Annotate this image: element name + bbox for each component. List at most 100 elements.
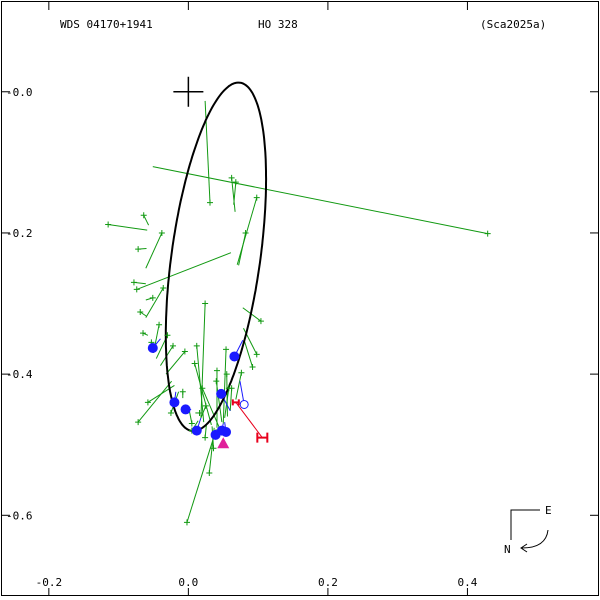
visual-observation-marker <box>238 369 245 376</box>
visual-observation-marker <box>156 321 163 328</box>
visual-observation-marker <box>257 318 264 325</box>
compass-north-label: N <box>504 543 511 556</box>
visual-observation-marker <box>484 230 491 237</box>
visual-observation-marker <box>202 434 209 441</box>
visual-residual-line <box>108 223 148 231</box>
visual-observation-marker <box>253 194 260 201</box>
primary-star-cross <box>173 76 204 107</box>
visual-residual-line <box>224 388 230 418</box>
visual-residual-line <box>243 340 254 368</box>
open-circle-observation-marker <box>239 399 249 409</box>
visual-observation-marker <box>160 285 167 291</box>
visual-observation-marker <box>232 179 239 186</box>
visual-residual-line <box>226 374 228 417</box>
visual-residual-line <box>235 372 242 400</box>
visual-residual-line <box>136 252 232 290</box>
compass-arrow-head <box>520 543 528 553</box>
speckle-observation-marker <box>229 351 240 362</box>
x-tick-label: 0.0 <box>178 576 198 589</box>
visual-observation-marker <box>149 294 156 301</box>
predicted-position-marker <box>217 437 230 449</box>
visual-observation-marker <box>191 360 198 367</box>
speckle-observation-marker <box>216 388 227 399</box>
visual-residual-line <box>186 429 217 523</box>
visual-observation-marker <box>181 348 188 355</box>
visual-observation-marker <box>130 279 137 286</box>
visual-observation-marker <box>228 174 235 181</box>
visual-observation-marker <box>135 246 142 253</box>
visual-residual-line <box>231 177 236 212</box>
visual-residual-line <box>137 380 173 423</box>
visual-residual-line <box>139 311 147 317</box>
visual-residual-line <box>145 287 164 318</box>
hipparcos-marker <box>256 432 269 443</box>
visual-residual-line <box>143 215 150 226</box>
header-wds-id: WDS 04170+1941 <box>60 18 153 31</box>
visual-observation-marker <box>249 364 256 371</box>
hipparcos-residual-line <box>235 402 263 438</box>
visual-observation-marker <box>253 351 260 358</box>
speckle-observation-marker <box>191 425 202 436</box>
residual-lines <box>108 100 488 523</box>
visual-observation-marker <box>140 330 147 337</box>
visual-residual-line <box>152 166 488 235</box>
visual-residual-line <box>200 303 206 418</box>
visual-observation-marker <box>170 342 177 349</box>
speckle-observation-marker <box>169 397 180 408</box>
visual-residual-line <box>243 328 258 355</box>
visual-residual-line <box>194 363 212 426</box>
visual-residual-line <box>196 345 205 423</box>
visual-residual-line <box>242 307 262 322</box>
y-tick-label: -0.2 <box>6 227 33 240</box>
visual-observation-marker <box>196 409 203 416</box>
visual-residual-line <box>222 349 227 424</box>
x-tick-label: 0.4 <box>458 576 478 589</box>
visual-observation-marker <box>164 332 171 339</box>
compass-axes <box>510 509 540 540</box>
visual-observation-marker <box>199 385 206 392</box>
visual-observation-marker <box>179 388 186 395</box>
visual-observation-marker <box>188 420 195 427</box>
visual-residual-line <box>236 197 258 265</box>
compass: E N <box>504 504 552 556</box>
visual-observation-marker <box>135 419 142 426</box>
hipparcos-computed-marker <box>231 399 240 406</box>
visual-residual-line <box>201 388 220 428</box>
visual-observation-marker <box>105 221 112 228</box>
visual-observation-marker <box>137 309 144 315</box>
visual-residual-line <box>165 351 186 375</box>
visual-residual-line <box>229 388 233 411</box>
header-discoverer: HO 328 <box>258 18 298 31</box>
visual-observation-marker <box>144 399 151 406</box>
visual-observation-marker <box>242 229 249 236</box>
axis-tick-labels: -0.2 0.0 0.2 0.4 -0.0 -0.2 -0.4 -0.6 <box>6 86 478 589</box>
speckle-observation-marker <box>180 404 191 415</box>
y-tick-label: -0.0 <box>6 86 33 99</box>
visual-observation-marker <box>158 229 165 236</box>
visual-observation-marker <box>202 300 209 307</box>
visual-observation-marker <box>213 367 220 374</box>
visual-residual-line <box>200 405 207 419</box>
x-tick-label: -0.2 <box>36 576 63 589</box>
visual-observation-marker <box>206 469 213 476</box>
visual-observation-marker <box>133 286 140 293</box>
speckle-observation-marker <box>221 427 232 437</box>
visual-observation-marker <box>210 445 217 452</box>
visual-observation-marker <box>202 402 209 409</box>
visual-observation-marker <box>167 409 174 416</box>
y-tick-label: -0.4 <box>6 368 33 381</box>
visual-observation-marker <box>183 519 190 526</box>
visual-observation-marker <box>223 346 230 353</box>
visual-observation-marker <box>223 371 230 378</box>
compass-east-label: E <box>545 504 552 517</box>
x-tick-label: 0.2 <box>318 576 338 589</box>
visual-observation-marker <box>225 385 232 392</box>
speckle-observation-marker <box>147 343 158 353</box>
visual-residual-line <box>145 232 163 269</box>
visual-residual-line <box>233 182 237 205</box>
header-orbit-ref: (Sca2025a) <box>480 18 546 31</box>
compass-rotation-arrow <box>521 529 549 549</box>
visual-observation-marker <box>213 378 220 385</box>
